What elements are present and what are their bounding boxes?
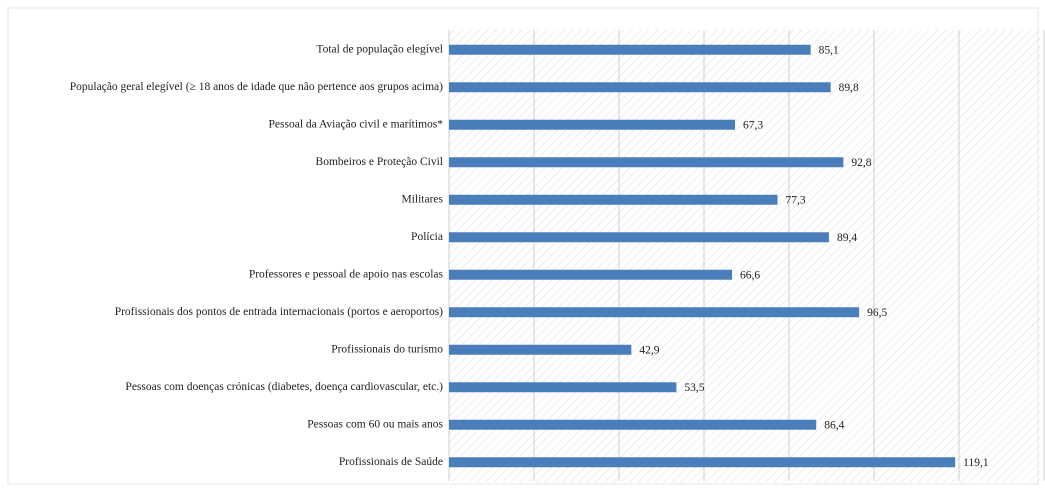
bar: [449, 457, 956, 468]
category-label: Pessoal da Aviação civil e marítimos*: [269, 118, 444, 130]
category-label: Total de população elegível: [316, 43, 443, 55]
value-label: 96,5: [867, 307, 887, 319]
category-label: Pessoas com 60 ou mais anos: [307, 418, 443, 430]
value-label: 86,4: [824, 419, 844, 431]
value-label: 85,1: [819, 44, 839, 56]
category-label: Profissionais de Saúde: [339, 456, 443, 468]
value-label: 66,6: [740, 269, 760, 281]
bar: [449, 307, 860, 318]
value-label: 119,1: [963, 457, 989, 469]
value-label: 89,4: [837, 232, 857, 244]
bar: [449, 119, 736, 130]
category-label: Profissionais do turismo: [331, 343, 443, 355]
bar: [449, 82, 831, 93]
category-label: Bombeiros e Proteção Civil: [316, 156, 443, 168]
category-label: Pessoas com doenças crónicas (diabetes, …: [125, 381, 443, 393]
bar: [449, 194, 778, 205]
value-label: 67,3: [743, 119, 763, 131]
category-label: Polícia: [411, 231, 443, 243]
value-label: 42,9: [639, 344, 659, 356]
category-label: Professores e pessoal de apoio nas escol…: [249, 268, 444, 280]
bar: [449, 269, 733, 280]
value-label: 89,8: [839, 82, 859, 94]
bar: [449, 232, 829, 243]
category-label: População geral elegível (≥ 18 anos de i…: [70, 81, 443, 93]
bar: [449, 419, 817, 430]
value-label: 77,3: [786, 194, 806, 206]
value-label: 92,8: [851, 157, 871, 169]
category-label: Profissionais dos pontos de entrada inte…: [115, 306, 443, 318]
plot-area: [449, 30, 1040, 482]
bar: [449, 44, 811, 55]
bar: [449, 382, 677, 393]
category-label: Militares: [401, 193, 443, 205]
bar: [449, 344, 632, 355]
bar: [449, 157, 844, 168]
value-label: 53,5: [684, 382, 704, 394]
